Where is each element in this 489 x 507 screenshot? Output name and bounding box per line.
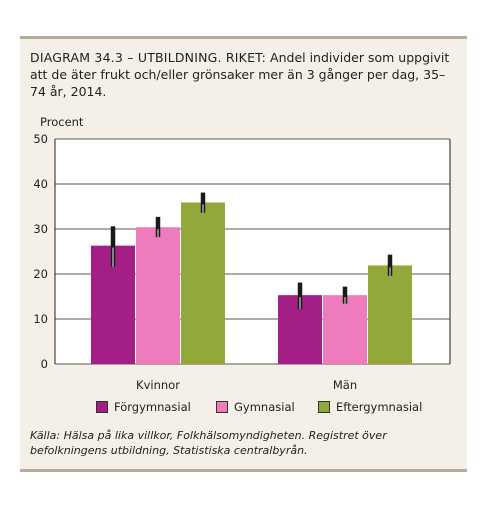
legend-label-2: Eftergymnasial xyxy=(336,400,423,414)
y-axis-label: Procent xyxy=(40,115,84,129)
legend-label-1: Gymnasial xyxy=(234,400,295,414)
legend-item-1: Gymnasial xyxy=(216,400,295,414)
legend-swatch-0 xyxy=(96,401,108,413)
chart-title-text: Andel individer som uppgivit att de äter… xyxy=(30,50,450,99)
y-tick-label-0: 0 xyxy=(41,357,48,371)
bar-1-1 xyxy=(323,295,367,364)
legend-label-0: Förgymnasial xyxy=(114,400,191,414)
top-rule xyxy=(20,36,467,39)
legend-item-0: Förgymnasial xyxy=(96,400,191,414)
bar-1-0 xyxy=(136,227,180,364)
x-tick-label-1: Män xyxy=(333,378,357,392)
y-tick-label-1: 10 xyxy=(33,312,48,326)
bar-2-0 xyxy=(181,202,225,364)
y-tick-label-3: 30 xyxy=(33,222,48,236)
y-tick-label-5: 50 xyxy=(33,132,48,146)
x-tick-label-0: Kvinnor xyxy=(136,378,180,392)
bar-2-1 xyxy=(368,265,412,364)
chart-title-lead: DIAGRAM 34.3 – UTBILDNING. RIKET: xyxy=(30,50,267,65)
chart-title: DIAGRAM 34.3 – UTBILDNING. RIKET: Andel … xyxy=(30,49,460,100)
y-tick-label-2: 20 xyxy=(33,267,48,281)
legend-item-2: Eftergymnasial xyxy=(318,400,422,414)
y-tick-label-4: 40 xyxy=(33,177,48,191)
source-note: Källa: Hälsa på lika villkor, Folkhälsom… xyxy=(30,429,387,457)
legend-swatch-2 xyxy=(318,401,330,413)
legend-swatch-1 xyxy=(216,401,228,413)
bottom-rule xyxy=(20,469,467,472)
